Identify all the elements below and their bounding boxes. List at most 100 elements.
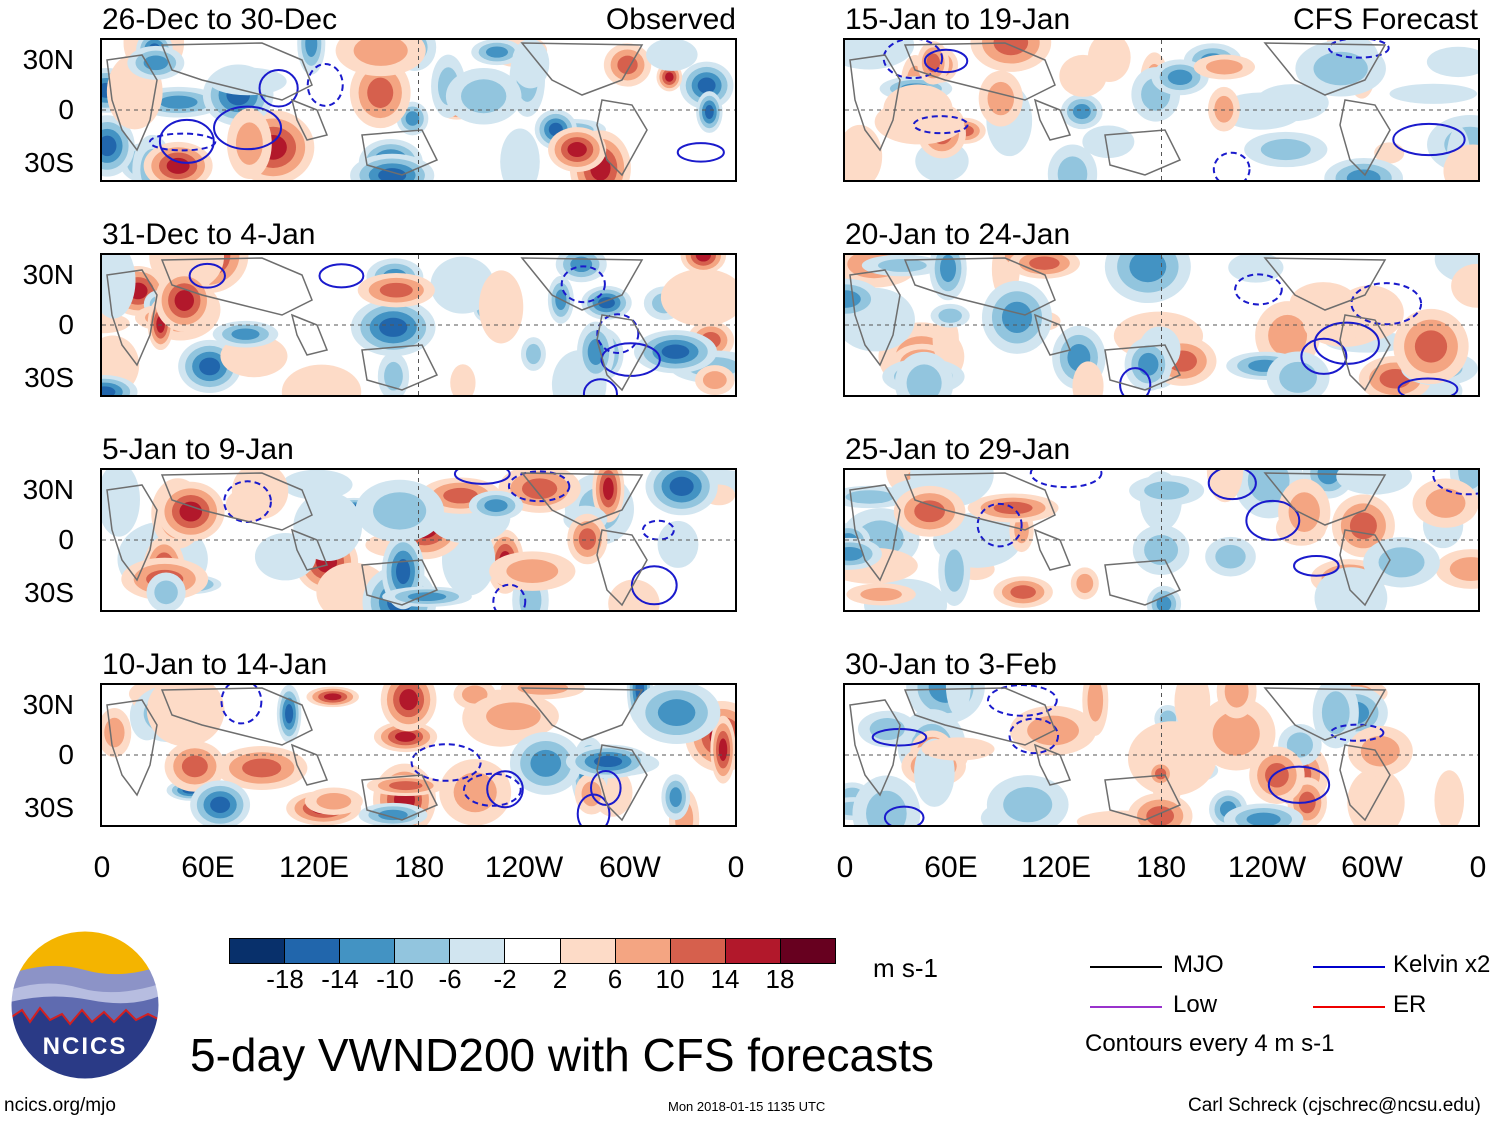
coastline [290,528,329,571]
map-panel-fcst-3 [843,468,1480,612]
site-link[interactable]: ncics.org/mjo [4,1095,116,1116]
colorbar-tick-label: -2 [493,964,517,994]
lat-label: 0 [58,309,74,340]
anomaly-blob [235,122,263,165]
anomaly-blob [661,344,690,359]
anomaly-blob [657,699,696,727]
anomaly-blob [525,343,541,365]
panel-title-obs-3: 5-Jan to 9-Jan [102,433,294,466]
kelvin-contour [676,142,725,163]
lat-label: 0 [58,739,74,770]
anomaly-blob [1156,596,1172,610]
colorbar-swatch [779,939,836,963]
anomaly-blob [1155,768,1167,780]
lat-label: 30S [24,577,74,608]
kelvin-contour [462,772,522,807]
lon-label: 0 [836,851,854,884]
legend-line-er [1313,1006,1385,1008]
map-panel-fcst-1 [843,38,1480,182]
coastline [903,687,1056,746]
lat-label: 30S [24,147,74,178]
anomaly-blob [695,255,711,262]
timestamp: Mon 2018-01-15 1135 UTC [668,1099,826,1114]
colorbar-swatch [339,939,395,963]
anomaly-blob [1144,481,1190,500]
legend-label-mjo: MJO [1173,951,1224,978]
anomaly-blob [154,580,178,605]
map-panel-fcst-2 [843,253,1480,397]
anomaly-blob [1335,285,1404,341]
kelvin-contour [158,118,215,164]
colorbar-tick-label: -14 [321,964,359,994]
kelvin-contour [1119,367,1152,395]
legend-label-er: ER [1393,991,1427,1018]
panel-title-fcst-1: 15-Jan to 19-Jan [845,3,1071,36]
anomaly-blob [478,270,524,344]
anomaly-blob [845,490,894,504]
anomaly-blob [1346,169,1381,180]
coastline [106,484,158,582]
kelvin-contour [576,793,611,825]
anomaly-blob [179,501,203,522]
coastline [1104,559,1182,606]
lat-label: 30N [22,474,74,505]
anomaly-blob [921,737,995,761]
anomaly-blob [500,128,540,180]
lon-label: 0 [1469,851,1487,884]
coastline [160,42,313,101]
panel-title-fcst-2: 20-Jan to 24-Jan [845,218,1071,251]
anomaly-blob [430,256,495,314]
anomaly-blob [1246,812,1281,825]
anomaly-blob [323,693,342,701]
anomaly-blob [1434,770,1465,825]
coastline [903,42,1056,101]
coastline [361,774,439,821]
anomaly-blob [1425,488,1466,518]
kelvin-contour [492,583,527,610]
coastline [849,269,901,367]
anomaly-blob [353,40,408,66]
colorbar-swatch [284,939,340,963]
lat-label: 30N [22,689,74,720]
legend-label-kelvin: Kelvin x2 [1393,951,1491,978]
anomaly-blob [660,268,735,327]
kelvin-contour [220,685,263,725]
anomaly-blob [1029,256,1060,270]
colorbar-tick-label: -6 [438,964,462,994]
anomaly-blob [704,105,714,119]
contour-note: Contours every 4 m s-1 [1085,1030,1335,1057]
kelvin-contour [410,743,482,782]
anomaly-blob [669,476,694,497]
colorbar-swatch [669,939,725,963]
kelvin-contour [1327,40,1390,59]
kelvin-contour [306,63,344,107]
map-panel-obs-3 [100,468,737,612]
anomaly-blob [1247,470,1290,504]
anomaly-blob [395,731,417,742]
colorbar-tick-label: -10 [376,964,414,994]
anomaly-blob [485,46,509,58]
anomaly-blob [567,142,587,158]
anomaly-blob [860,587,902,601]
anomaly-blob [1268,314,1308,357]
kelvin-contour [589,770,622,806]
kelvin-contour [1234,273,1283,306]
kelvin-contour [986,685,1058,717]
kelvin-contour [882,40,944,80]
anomaly-blob [1313,51,1368,86]
coastline [849,484,901,582]
anomaly-blob [1426,46,1478,78]
anomaly-blob [102,386,116,395]
coastline [1339,314,1391,392]
colorbar-tick-label: 10 [655,964,685,994]
anomaly-blob [506,559,559,584]
colorbar [229,938,836,964]
anomaly-blob [1174,685,1211,735]
anomaly-blob [938,308,962,323]
kelvin-contour [1300,337,1348,375]
lat-label: 30S [24,792,74,823]
anomaly-blob [102,135,117,157]
anomaly-blob [1212,711,1260,756]
kelvin-contour [318,263,365,289]
anomaly-blob [578,528,597,550]
